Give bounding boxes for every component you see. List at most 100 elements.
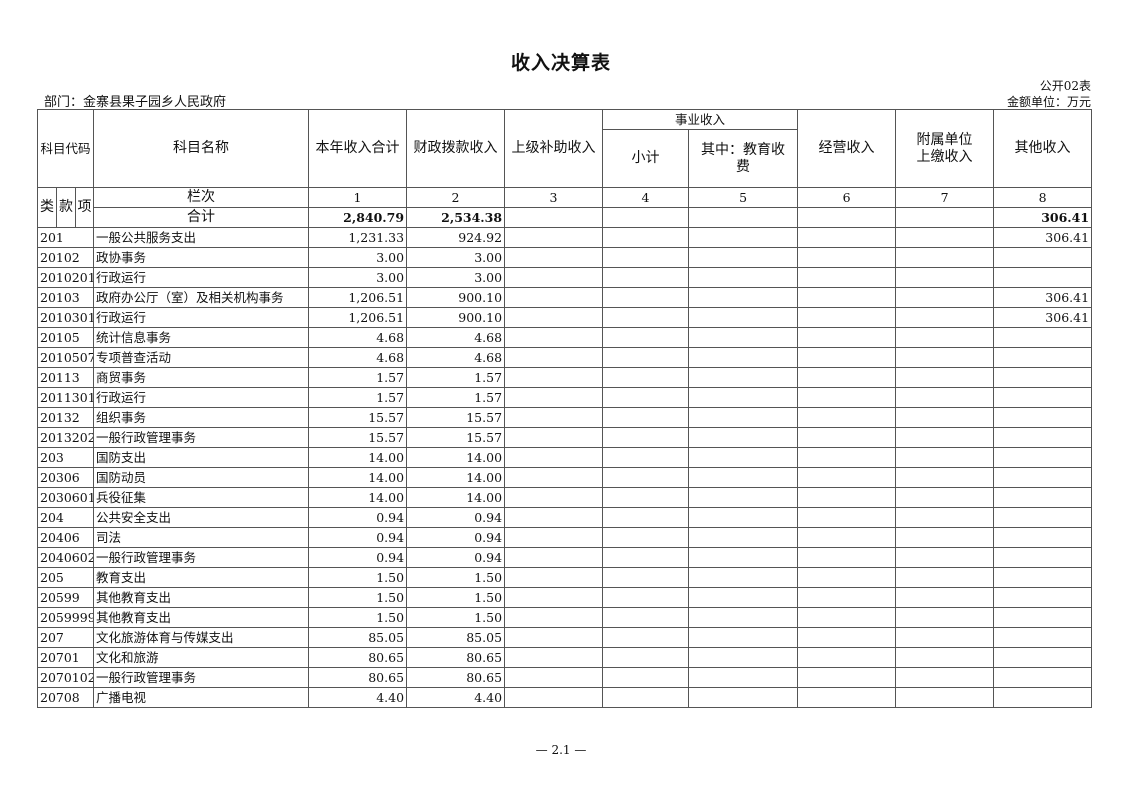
amount-cell — [688, 307, 799, 328]
amount-cell: 4.68 — [406, 347, 506, 368]
amount-cell — [797, 327, 897, 348]
subject-name: 国防动员 — [93, 467, 310, 488]
amount-cell — [602, 687, 690, 708]
subject-code: 2040602 — [36, 547, 95, 568]
header-business: 事业收入 — [602, 109, 799, 130]
amount-cell — [993, 687, 1093, 708]
amount-cell: 306.41 — [993, 307, 1093, 328]
amount-cell: 0.94 — [308, 547, 408, 568]
amount-cell: 3.00 — [308, 267, 408, 288]
col-number: 3 — [504, 187, 604, 208]
subject-code: 20406 — [36, 527, 95, 548]
amount-cell — [504, 327, 604, 348]
amount-cell — [895, 347, 995, 368]
amount-cell: 0.94 — [308, 527, 408, 548]
table-row: 2030601 兵役征集 14.00 14.00 — [36, 487, 1093, 508]
amount-cell — [797, 407, 897, 428]
header-fiscal: 财政拨款收入 — [406, 109, 506, 188]
header-kuan: 款 — [56, 187, 76, 228]
header-subtotal: 小计 — [602, 129, 690, 188]
subject-code: 2010201 — [36, 267, 95, 288]
header-code: 科目代码 — [36, 109, 95, 188]
subject-name: 行政运行 — [93, 387, 310, 408]
amount-cell: 1.57 — [308, 387, 408, 408]
amount-cell: 14.00 — [308, 487, 408, 508]
amount-cell — [797, 307, 897, 328]
subject-code: 204 — [36, 507, 95, 528]
amount-cell — [993, 407, 1093, 428]
amount-cell — [895, 687, 995, 708]
amount-cell — [688, 687, 799, 708]
amount-cell — [895, 507, 995, 528]
amount-cell — [895, 367, 995, 388]
header-lei: 类 — [37, 187, 57, 228]
table-row: 20708 广播电视 4.40 4.40 — [36, 687, 1093, 708]
amount-cell — [602, 327, 690, 348]
amount-cell: 1.50 — [308, 567, 408, 588]
amount-cell: 4.68 — [406, 327, 506, 348]
amount-cell — [688, 627, 799, 648]
amount-cell — [993, 387, 1093, 408]
subject-name: 公共安全支出 — [93, 507, 310, 528]
amount-cell — [797, 227, 897, 248]
amount-cell — [504, 547, 604, 568]
amount-cell: 85.05 — [406, 627, 506, 648]
amount-cell: 3.00 — [406, 267, 506, 288]
amount-cell — [688, 467, 799, 488]
amount-cell — [504, 467, 604, 488]
amount-cell — [504, 307, 604, 328]
amount-cell — [688, 607, 799, 628]
amount-cell — [797, 647, 897, 668]
amount-cell: 14.00 — [406, 487, 506, 508]
amount-cell — [993, 507, 1093, 528]
amount-cell — [993, 267, 1093, 288]
form-number: 公开02表 — [1039, 79, 1091, 93]
amount-cell: 1,206.51 — [308, 307, 408, 328]
amount-cell: 15.57 — [308, 427, 408, 448]
amount-cell — [993, 547, 1093, 568]
amount-cell — [602, 227, 690, 248]
amount-cell — [504, 607, 604, 628]
table-row: 201 一般公共服务支出 1,231.33 924.92 306.41 — [36, 227, 1093, 248]
col-number: 2 — [406, 187, 506, 208]
amount-cell — [602, 527, 690, 548]
amount-cell — [993, 647, 1093, 668]
subject-name: 行政运行 — [93, 267, 310, 288]
amount-cell — [797, 367, 897, 388]
subject-code: 2070102 — [36, 667, 95, 688]
col-number: 1 — [308, 187, 408, 208]
subject-name: 其他教育支出 — [93, 607, 310, 628]
subject-name: 统计信息事务 — [93, 327, 310, 348]
total-value — [504, 207, 604, 228]
header-education: 其中：教育收费 — [688, 129, 799, 188]
total-value — [602, 207, 690, 228]
amount-cell — [895, 647, 995, 668]
amount-cell — [688, 567, 799, 588]
amount-cell: 1.50 — [308, 587, 408, 608]
header-total: 本年收入合计 — [308, 109, 408, 188]
amount-cell: 1.57 — [406, 367, 506, 388]
subject-code: 2010301 — [36, 307, 95, 328]
amount-cell: 80.65 — [308, 647, 408, 668]
amount-cell — [688, 447, 799, 468]
table-row: 20406 司法 0.94 0.94 — [36, 527, 1093, 548]
amount-cell — [993, 467, 1093, 488]
amount-cell — [688, 527, 799, 548]
subject-name: 一般行政管理事务 — [93, 667, 310, 688]
amount-cell — [797, 587, 897, 608]
amount-cell — [993, 607, 1093, 628]
amount-cell: 1.50 — [406, 607, 506, 628]
amount-cell — [602, 427, 690, 448]
amount-cell — [797, 247, 897, 268]
totals-label: 合计 — [93, 207, 310, 228]
amount-cell — [602, 467, 690, 488]
subject-code: 2013202 — [36, 427, 95, 448]
subject-name: 专项普查活动 — [93, 347, 310, 368]
page-number: — 2.1 — — [535, 743, 587, 757]
amount-cell: 4.40 — [308, 687, 408, 708]
amount-cell: 3.00 — [406, 247, 506, 268]
amount-cell: 15.57 — [406, 427, 506, 448]
amount-cell — [993, 667, 1093, 688]
amount-cell — [797, 487, 897, 508]
amount-cell — [797, 687, 897, 708]
